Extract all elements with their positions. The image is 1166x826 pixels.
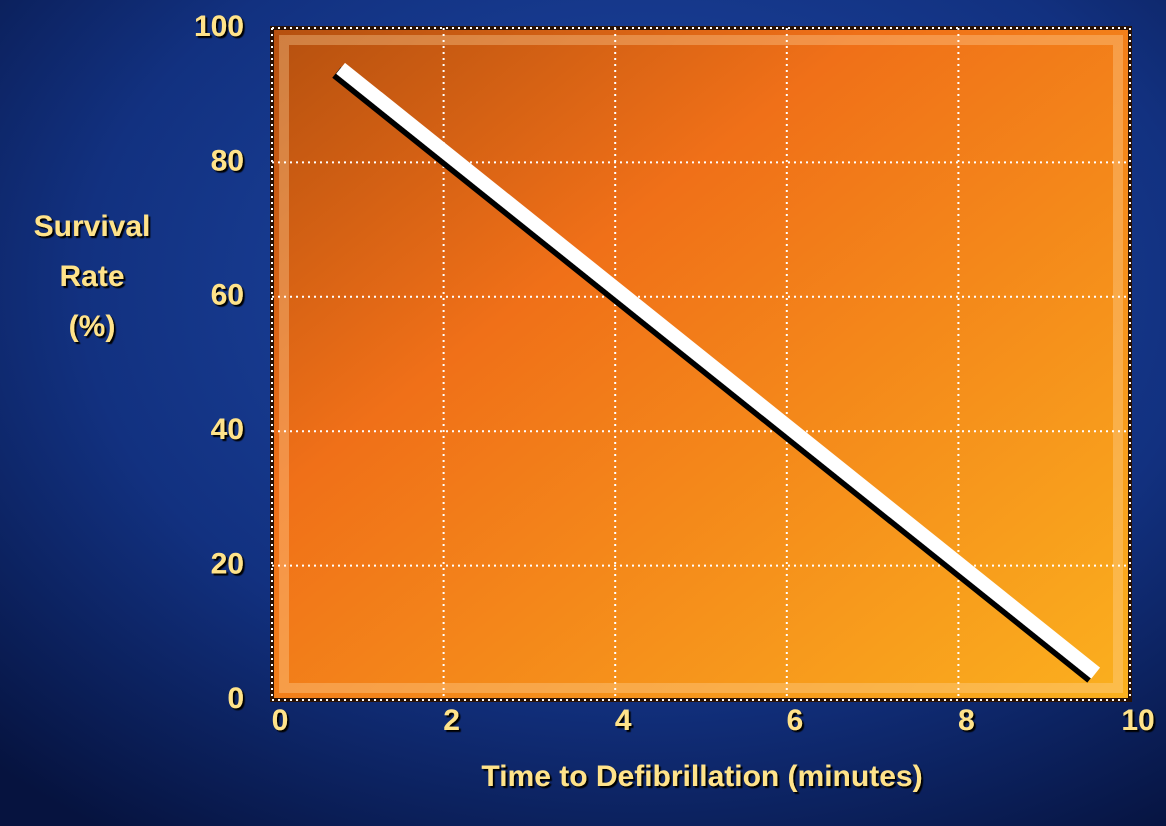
- x-tick-label: 0: [272, 704, 289, 737]
- x-tick-label: 10: [1121, 704, 1154, 737]
- x-tick-label: 2: [443, 704, 460, 737]
- data-line: [336, 62, 1101, 679]
- y-axis-label: Rate: [59, 260, 124, 293]
- y-tick-label: 60: [211, 279, 244, 312]
- y-tick-label: 0: [227, 682, 244, 715]
- x-tick-label: 4: [615, 704, 632, 737]
- x-tick-label: 6: [786, 704, 803, 737]
- y-tick-label: 40: [211, 413, 244, 446]
- plot-bevel: [279, 35, 1123, 693]
- x-tick-label: 8: [958, 704, 975, 737]
- y-axis-label: (%): [69, 310, 116, 343]
- y-tick-label: 80: [211, 144, 244, 177]
- y-axis-label: Survival: [34, 210, 151, 243]
- y-tick-label: 100: [194, 10, 244, 43]
- y-tick-label: 20: [211, 548, 244, 581]
- x-axis-label: Time to Defibrillation (minutes): [481, 760, 922, 793]
